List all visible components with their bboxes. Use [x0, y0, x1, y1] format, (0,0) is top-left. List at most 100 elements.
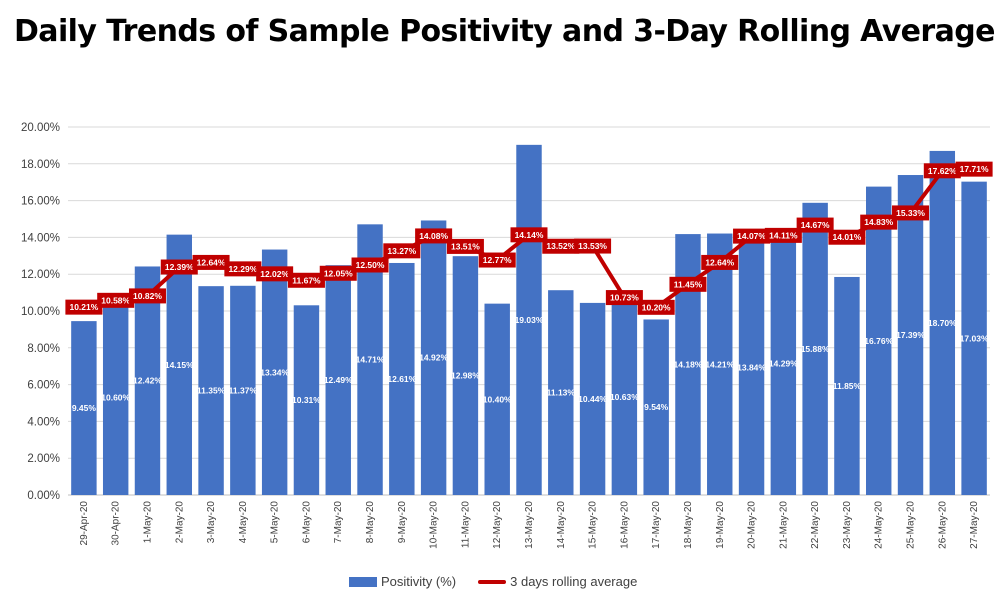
rolling-average-data-label: 12.50%	[356, 260, 385, 270]
x-tick-label: 6-May-20	[301, 501, 312, 544]
bar-data-label: 16.76%	[864, 336, 893, 346]
rolling-average-label-box	[415, 228, 453, 244]
rolling-average-data-label: 13.52%	[546, 241, 575, 251]
bar	[707, 233, 733, 495]
rolling-average-data-label: 14.11%	[769, 230, 798, 240]
bar	[548, 290, 574, 495]
bar-data-label: 14.71%	[356, 355, 385, 365]
rolling-average-label-box	[860, 214, 898, 230]
rolling-average-data-label: 13.27%	[387, 246, 416, 256]
bar-data-label: 14.29%	[769, 359, 798, 369]
rolling-average-data-label: 10.21%	[69, 302, 98, 312]
bar	[961, 181, 987, 495]
bar-data-label: 12.49%	[324, 375, 353, 385]
chart-title: Daily Trends of Sample Positivity and 3-…	[14, 14, 995, 49]
bar-data-label: 11.85%	[833, 381, 862, 391]
x-tick-label: 7-May-20	[333, 501, 344, 544]
bar	[420, 220, 447, 496]
bar	[198, 286, 224, 495]
bar-data-label: 10.31%	[292, 395, 321, 405]
rolling-average-data-label: 12.77%	[483, 255, 512, 265]
x-tick-label: 19-May-20	[715, 501, 726, 549]
bar-data-label: 14.21%	[705, 359, 734, 369]
rolling-average-label-box	[828, 229, 866, 245]
x-tick-label: 23-May-20	[842, 501, 853, 549]
rolling-average-data-label: 10.20%	[642, 302, 671, 312]
x-tick-label: 25-May-20	[906, 501, 917, 549]
bar-data-label: 11.35%	[197, 386, 226, 396]
rolling-average-data-label: 10.58%	[101, 295, 130, 305]
rolling-average-data-label: 12.64%	[197, 257, 226, 267]
y-tick-label: 6.00%	[27, 380, 60, 392]
bar	[102, 299, 129, 495]
x-tick-label: 20-May-20	[747, 501, 758, 549]
bar	[261, 249, 288, 495]
bar-data-labels: 9.45% 10.60%12.42%14.15% 11.35% 11.37%13.34…	[72, 315, 989, 413]
rolling-average-data-label: 12.05%	[324, 268, 353, 278]
legend-swatch-positivity	[349, 576, 377, 587]
bar-data-label: 14.18%	[674, 360, 703, 370]
bar-data-label: 14.92%	[419, 353, 448, 363]
rolling-average-label-box	[351, 257, 389, 273]
rolling-average-data-label: 14.07%	[737, 231, 766, 241]
rolling-average-label-box	[701, 254, 739, 270]
bar	[389, 262, 415, 495]
bar-data-label: 19.03%	[515, 315, 544, 325]
bar-data-label: 10.44%	[578, 394, 607, 404]
rolling-average-label-box	[669, 276, 707, 292]
rolling-average-data-label: 12.39%	[165, 262, 194, 272]
bar	[738, 240, 765, 495]
rolling-average-label-box	[224, 261, 262, 277]
y-tick-label: 18.00%	[21, 159, 60, 171]
rolling-average-label-box	[733, 228, 771, 244]
rolling-average-data-label: 14.14%	[515, 230, 544, 240]
rolling-average-label-box	[574, 238, 612, 254]
bar-data-label: 14.15%	[165, 360, 194, 370]
x-axis: 29-Apr-20 30-Apr-20 1-May-20 2-May-20 3-May-…	[79, 501, 980, 549]
y-tick-label: 12.00%	[21, 269, 60, 281]
bar-data-label: 10.40%	[483, 394, 512, 404]
x-tick-label: 29-Apr-20	[79, 501, 90, 546]
rolling-average-data-label: 12.29%	[228, 264, 257, 274]
rolling-average-data-label: 13.51%	[451, 241, 480, 251]
x-tick-label: 5-May-20	[270, 501, 281, 544]
rolling-average-data-label: 12.02%	[260, 269, 289, 279]
bar-series	[71, 144, 987, 496]
bar-data-label: 12.42%	[133, 376, 162, 386]
y-axis: 0.00% 2.00% 4.00% 6.00% 8.00% 10.00% 12.00% 14.…	[21, 122, 60, 502]
bar	[643, 319, 669, 495]
rolling-average-data-label: 14.01%	[833, 232, 862, 242]
bar-data-label: 10.60%	[101, 392, 130, 402]
rolling-average-label-box	[160, 259, 198, 275]
x-tick-label: 2-May-20	[174, 501, 185, 544]
x-tick-label: 14-May-20	[556, 501, 567, 549]
rolling-average-data-label: 13.53%	[578, 241, 607, 251]
y-tick-label: 10.00%	[21, 306, 60, 318]
bar	[293, 305, 320, 495]
bar-data-label: 13.34%	[260, 367, 289, 377]
bar	[579, 302, 606, 495]
x-tick-label: 21-May-20	[778, 501, 789, 549]
bar-data-label: 11.37%	[229, 385, 258, 395]
x-tick-label: 4-May-20	[238, 501, 249, 544]
bar	[929, 150, 956, 496]
rolling-average-label-box	[256, 266, 294, 282]
x-tick-label: 8-May-20	[365, 501, 376, 544]
rolling-average-data-label: 14.83%	[864, 217, 893, 227]
bar	[802, 202, 828, 496]
rolling-average-label-box	[478, 252, 516, 268]
bar-data-label: 9.54%	[644, 402, 669, 412]
y-tick-label: 14.00%	[21, 232, 60, 244]
rolling-average-data-label: 14.67%	[801, 220, 830, 230]
bar-data-label: 15.88%	[801, 344, 830, 354]
rolling-average-data-label: 14.08%	[419, 231, 448, 241]
legend: Positivity (%) 3 days rolling average	[349, 574, 659, 589]
bar-data-label: 9.45%	[72, 403, 97, 413]
bar-data-label: 12.61%	[387, 374, 416, 384]
bar	[166, 234, 192, 495]
x-tick-label: 17-May-20	[651, 501, 662, 549]
y-tick-label: 8.00%	[27, 343, 60, 355]
rolling-average-label-box	[128, 288, 166, 304]
y-tick-label: 2.00%	[27, 453, 60, 465]
bar-data-label: 12.98%	[451, 371, 480, 381]
